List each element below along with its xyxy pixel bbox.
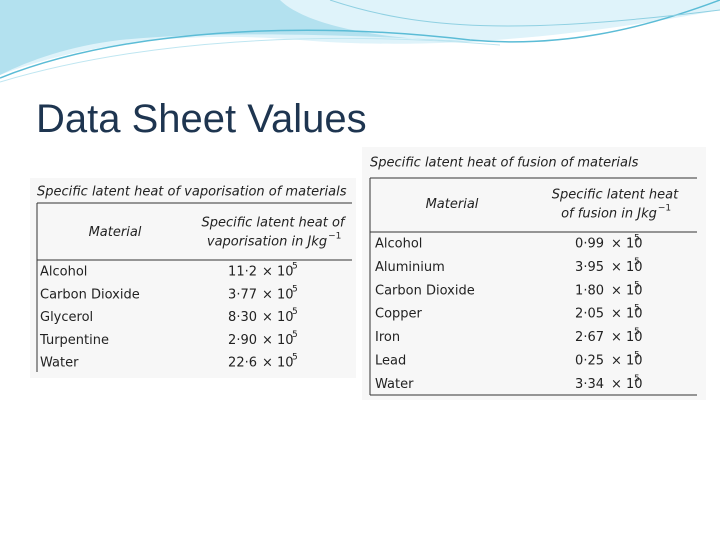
value-mantissa: 11·2 bbox=[228, 265, 257, 280]
value-exponent: 5 bbox=[634, 234, 640, 244]
value-mantissa: 2·90 bbox=[228, 333, 257, 348]
value-exponent: 5 bbox=[292, 307, 298, 317]
table-caption: Specific latent heat of vaporisation of … bbox=[37, 185, 347, 200]
material-name: Iron bbox=[375, 330, 400, 345]
material-name: Glycerol bbox=[40, 310, 93, 325]
material-name: Copper bbox=[375, 307, 423, 322]
column-header: of fusion in Jkg bbox=[561, 207, 657, 222]
value-exponent: 5 bbox=[634, 304, 640, 314]
value-mantissa: 3·95 bbox=[575, 260, 604, 275]
value-multiplier: × 10 bbox=[611, 330, 643, 345]
value-multiplier: × 10 bbox=[262, 356, 294, 371]
value-exponent: 5 bbox=[634, 374, 640, 384]
column-header: Specific latent heat bbox=[552, 188, 679, 203]
material-name: Alcohol bbox=[375, 237, 422, 252]
value-mantissa: 22·6 bbox=[228, 356, 257, 371]
value-mantissa: 1·80 bbox=[575, 283, 604, 298]
material-name: Carbon Dioxide bbox=[375, 283, 475, 298]
value-mantissa: 2·67 bbox=[575, 330, 604, 345]
value-mantissa: 2·05 bbox=[575, 307, 604, 322]
value-exponent: 5 bbox=[292, 284, 298, 294]
value-exponent: 5 bbox=[292, 330, 298, 340]
value-multiplier: × 10 bbox=[611, 354, 643, 369]
value-multiplier: × 10 bbox=[611, 237, 643, 252]
material-name: Water bbox=[40, 356, 79, 371]
value-multiplier: × 10 bbox=[262, 287, 294, 302]
header-decoration bbox=[0, 0, 720, 83]
value-exponent: 5 bbox=[292, 262, 298, 272]
column-header: Material bbox=[89, 225, 142, 240]
value-multiplier: × 10 bbox=[611, 377, 643, 392]
value-multiplier: × 10 bbox=[611, 307, 643, 322]
table-caption: Specific latent heat of fusion of materi… bbox=[370, 156, 639, 171]
value-multiplier: × 10 bbox=[611, 260, 643, 275]
value-exponent: 5 bbox=[634, 280, 640, 290]
value-multiplier: × 10 bbox=[262, 333, 294, 348]
value-multiplier: × 10 bbox=[262, 265, 294, 280]
material-name: Aluminium bbox=[375, 260, 445, 275]
material-name: Alcohol bbox=[40, 265, 87, 280]
value-mantissa: 0·99 bbox=[575, 237, 604, 252]
value-exponent: 5 bbox=[292, 353, 298, 363]
column-header: Specific latent heat of bbox=[201, 216, 346, 231]
value-mantissa: 0·25 bbox=[575, 354, 604, 369]
material-name: Lead bbox=[375, 354, 406, 369]
value-exponent: 5 bbox=[634, 257, 640, 267]
material-name: Carbon Dioxide bbox=[40, 287, 140, 302]
value-mantissa: 3·34 bbox=[575, 377, 604, 392]
material-name: Turpentine bbox=[39, 333, 109, 348]
material-name: Water bbox=[375, 377, 414, 392]
table-panel bbox=[30, 178, 356, 378]
value-mantissa: 3·77 bbox=[228, 287, 257, 302]
column-header-sup: −1 bbox=[658, 204, 671, 214]
column-header: Material bbox=[426, 197, 479, 212]
column-header: vaporisation in Jkg bbox=[207, 235, 327, 250]
value-mantissa: 8·30 bbox=[228, 310, 257, 325]
value-multiplier: × 10 bbox=[262, 310, 294, 325]
slide-title: Data Sheet Values bbox=[36, 97, 367, 141]
value-exponent: 5 bbox=[634, 327, 640, 337]
value-multiplier: × 10 bbox=[611, 283, 643, 298]
value-exponent: 5 bbox=[634, 351, 640, 361]
table-panel bbox=[362, 147, 706, 400]
column-header-sup: −1 bbox=[328, 232, 341, 242]
